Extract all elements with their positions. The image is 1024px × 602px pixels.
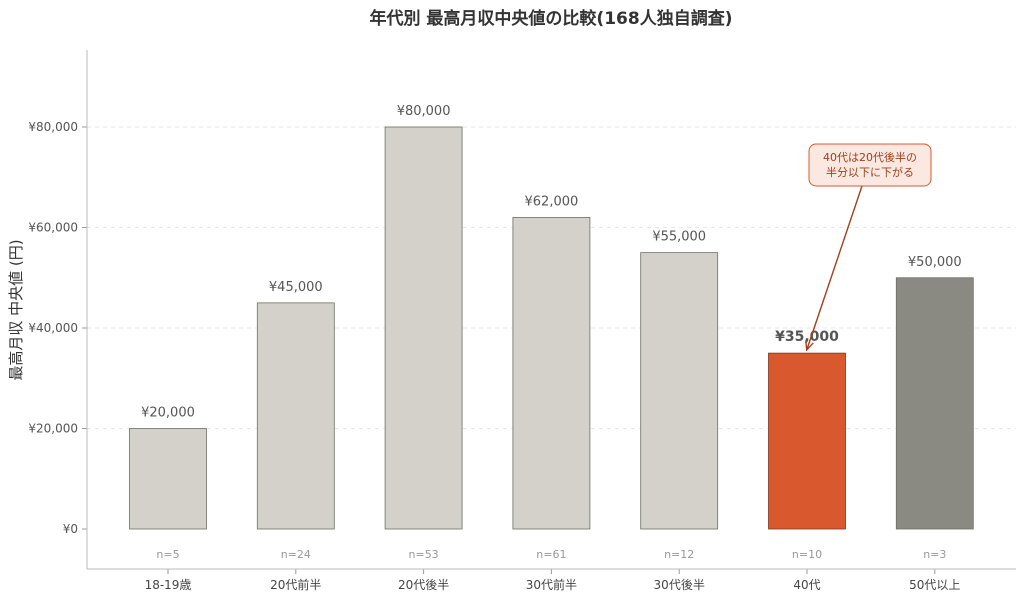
bar xyxy=(256,302,335,530)
category-label: 18-19歳 xyxy=(145,578,192,592)
annotation-arrow xyxy=(807,185,863,349)
annotation-text: 40代は20代後半の xyxy=(823,150,917,164)
sample-size-label: n=5 xyxy=(156,548,179,561)
value-label: ¥20,000 xyxy=(141,406,195,421)
sample-size-label: n=10 xyxy=(792,548,822,561)
sample-size-label: n=3 xyxy=(923,548,946,561)
value-label: ¥50,000 xyxy=(908,255,962,270)
y-axis-label: 最高月収 中央値 (円) xyxy=(7,239,25,380)
annotation-text: 半分以下に下がる xyxy=(826,165,914,179)
category-label: 20代前半 xyxy=(270,577,321,592)
category-label: 40代 xyxy=(793,578,820,592)
bar xyxy=(895,277,974,530)
bars xyxy=(129,126,974,530)
sample-size-label: n=24 xyxy=(281,548,311,561)
value-label: ¥62,000 xyxy=(525,194,579,209)
value-label: ¥35,000 xyxy=(775,329,839,345)
value-label: ¥45,000 xyxy=(269,280,323,295)
sample-size-label: n=53 xyxy=(409,548,439,561)
annotation-box xyxy=(808,143,932,187)
bar xyxy=(640,252,719,530)
bar xyxy=(384,126,463,530)
y-tick-label: ¥20,000 xyxy=(28,422,78,436)
y-axis-ticks: ¥0 ¥20,000 ¥40,000 ¥60,000 ¥80,000 xyxy=(28,120,87,536)
y-tick-label: ¥80,000 xyxy=(28,120,78,134)
category-label: 30代後半 xyxy=(654,578,705,592)
chart-title: 年代別 最高月収中央値の比較(168人独自調査) xyxy=(370,8,733,29)
value-label: ¥55,000 xyxy=(652,230,706,245)
y-tick-label: ¥0 xyxy=(63,522,78,536)
category-label: 50代以上 xyxy=(909,578,960,592)
category-label: 30代前半 xyxy=(526,577,577,592)
sample-size-label: n=61 xyxy=(536,548,566,561)
value-label: ¥80,000 xyxy=(397,104,451,119)
y-tick-label: ¥60,000 xyxy=(28,221,78,235)
sample-size-labels: n=5 n=24 n=53 n=61 n=12 n=10 n=3 xyxy=(156,548,946,561)
bar xyxy=(768,352,846,530)
value-labels: ¥20,000 ¥45,000 ¥80,000 ¥62,000 ¥55,000 ¥35,0… xyxy=(141,104,962,421)
y-tick-label: ¥40,000 xyxy=(28,321,78,335)
bar xyxy=(512,217,591,530)
x-axis-ticks: 18-19歳 20代前半 20代後半 30代前半 30代後半 40代 50代以上 xyxy=(145,569,960,592)
category-label: 20代後半 xyxy=(398,578,449,592)
sample-size-label: n=12 xyxy=(664,548,694,561)
bar xyxy=(129,428,207,530)
